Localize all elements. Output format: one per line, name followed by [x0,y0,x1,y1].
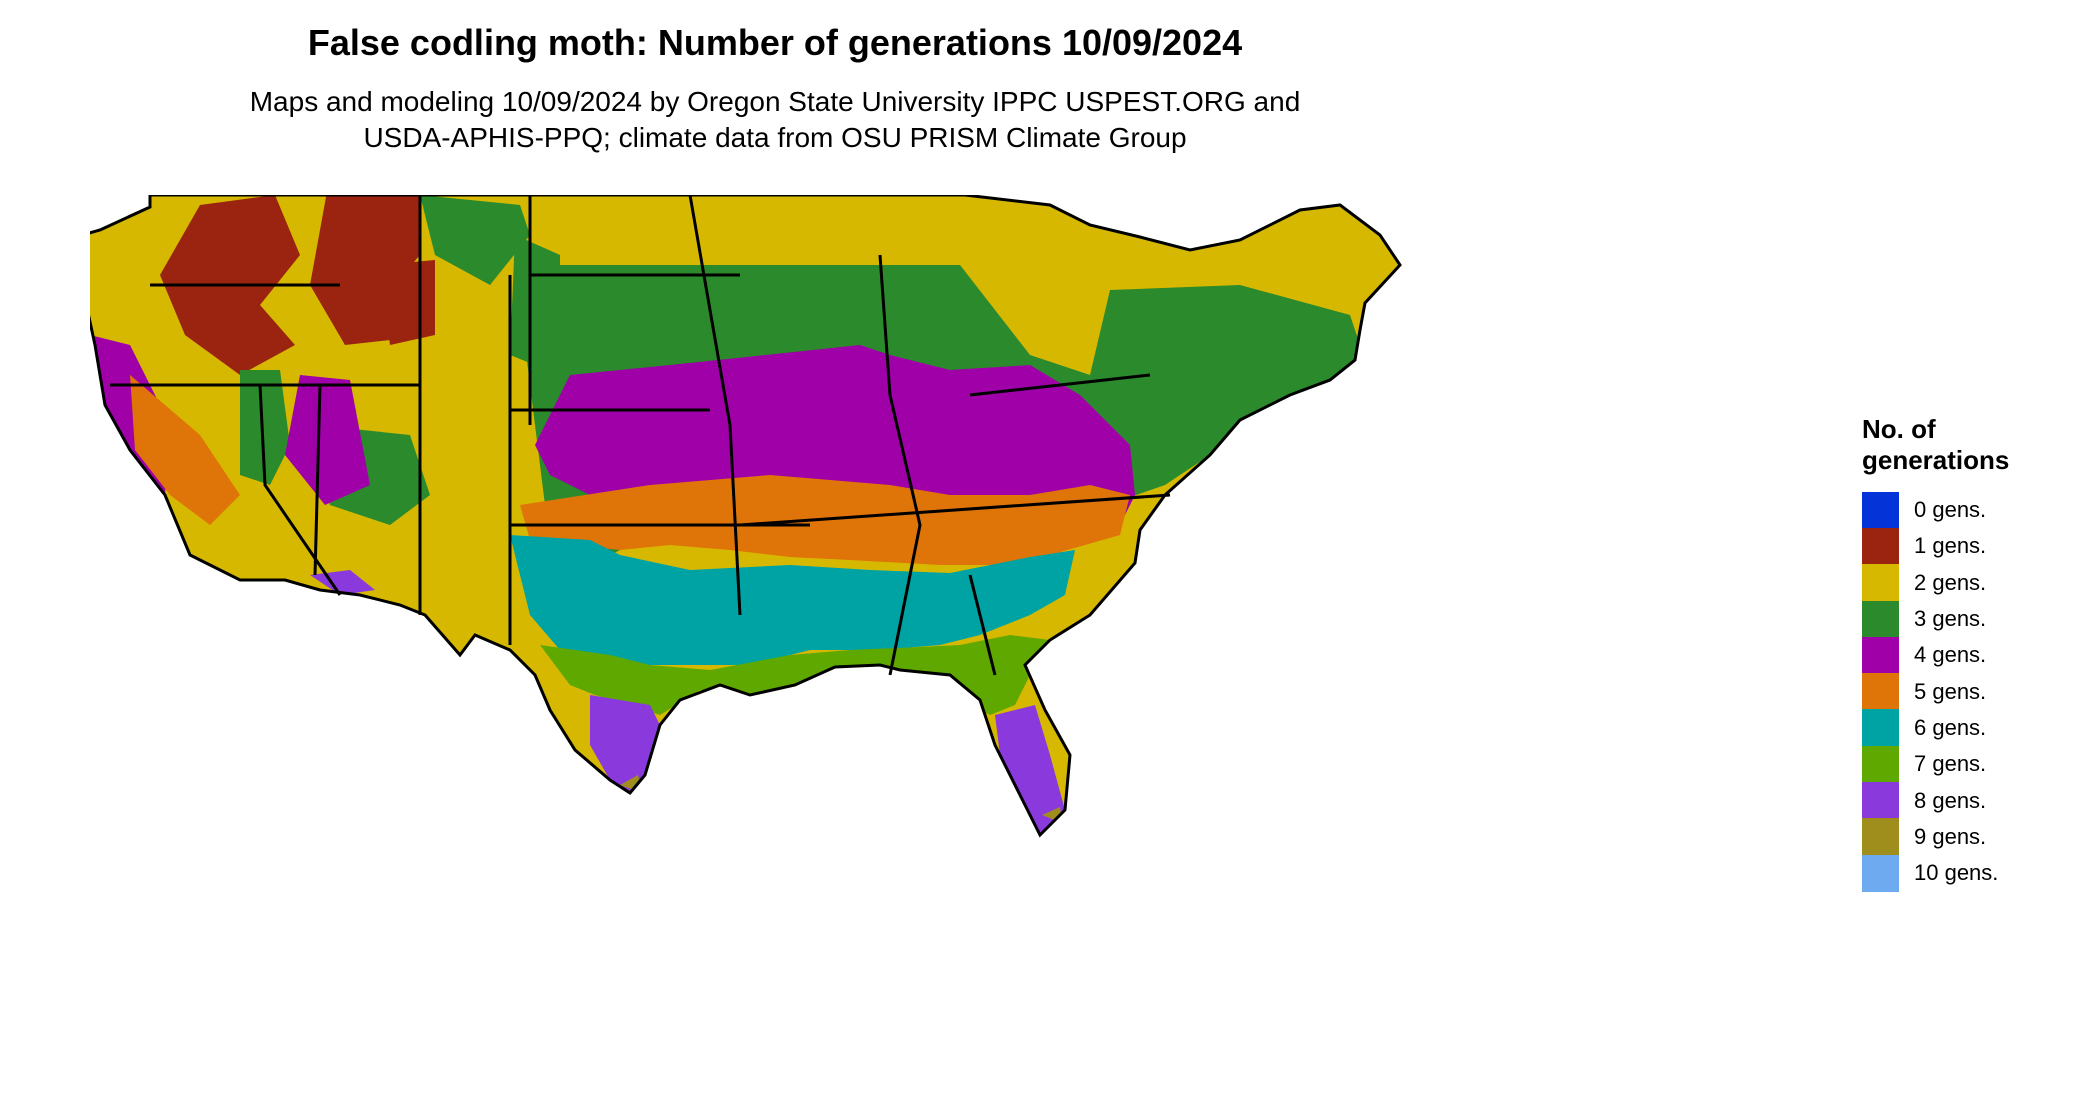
legend-item: 9 gens. [1862,818,2092,856]
zone-3-gens-nevada [240,370,290,485]
legend-swatch [1862,782,1899,820]
border-mississippi-east [878,254,922,676]
generation-zones [90,195,1400,835]
legend-label: 6 gens. [1914,714,1987,740]
legend-swatch [1862,600,1899,638]
zone-3-gens-montana [420,195,530,285]
legend-label: 10 gens. [1914,860,1999,886]
legend-label: 3 gens. [1914,606,1987,632]
legend-item: 8 gens. [1862,782,2092,820]
legend-label: 9 gens. [1914,823,1987,849]
zone-5-gens-california [130,375,240,525]
subtitle-line-1: Maps and modeling 10/09/2024 by Oregon S… [249,86,1301,117]
legend-label: 1 gens. [1914,533,1987,559]
legend-item: 10 gens. [1862,854,2092,892]
subtitle-line-2: USDA-APHIS-PPQ; climate data from OSU PR… [363,122,1187,153]
legend-swatch [1862,745,1899,783]
legend-swatch [1862,491,1899,529]
legend-swatch [1862,673,1899,711]
zone-7-gens-gulf-coast [540,635,1050,715]
legend-swatch [1862,527,1899,565]
state-boundaries [90,195,1402,838]
legend-title-line-1: No. of [1862,414,1936,444]
legend-swatch [1862,636,1899,674]
legend-item: 5 gens. [1862,673,2092,711]
legend-label: 2 gens. [1914,569,1987,595]
border-mn-ia-mo [688,195,742,616]
legend-label: 5 gens. [1914,678,1987,704]
border-ga-fl [968,574,997,676]
legend-swatch [1862,564,1899,602]
zone-8-gens-south-florida [995,705,1065,835]
legend-swatch [1862,854,1899,892]
border-nv-ut [313,384,322,576]
zone-4-gens-great-basin [285,375,370,505]
map-subtitle: Maps and modeling 10/09/2024 by Oregon S… [0,84,1550,156]
legend-item: 1 gens. [1862,527,2092,565]
legend-label: 0 gens. [1914,497,1987,523]
legend-item: 2 gens. [1862,564,2092,602]
legend-label: 7 gens. [1914,751,1987,777]
legend-label: 4 gens. [1914,642,1987,668]
border-tn-ky [739,493,1171,527]
legend-item: 4 gens. [1862,636,2092,674]
map-title: False codling moth: Number of generation… [307,22,1243,63]
legend-item: 3 gens. [1862,600,2092,638]
us-generations-map [90,195,1402,838]
border-pa-ny [969,373,1151,397]
legend-label: 8 gens. [1914,787,1987,813]
zone-6-gens-deep-south [510,535,1075,665]
legend-item: 0 gens. [1862,491,2092,529]
legend-item: 6 gens. [1862,709,2092,747]
us-outline [90,195,1402,838]
legend-item: 7 gens. [1862,745,2092,783]
legend: No. of generations 0 gens. 1 gens. 2 gen… [1862,414,2092,892]
legend-swatch [1862,709,1899,747]
legend-swatch [1862,818,1899,856]
legend-title-line-2: generations [1862,445,2010,475]
zone-1-gens-rockies [310,195,420,345]
legend-title: No. of generations [1862,414,2092,476]
